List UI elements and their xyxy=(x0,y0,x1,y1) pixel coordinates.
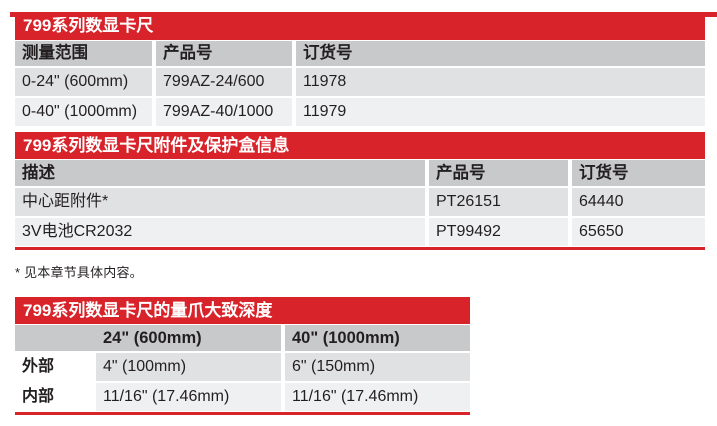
column-header: 40" (1000mm) xyxy=(285,325,470,351)
table-cell-order-no: 65650 xyxy=(572,218,705,246)
table-cell-depth: 6" (150mm) xyxy=(285,353,470,381)
table-cell-description: 3V电池CR2032 xyxy=(15,218,425,246)
page-top-rule xyxy=(10,12,717,17)
table-header-row: 24" (600mm) 40" (1000mm) xyxy=(15,325,470,351)
column-header-spacer xyxy=(15,325,96,351)
table-row: 0-40" (1000mm) 799AZ-40/1000 11979 xyxy=(15,98,705,126)
table-accessories: 799系列数显卡尺附件及保护盒信息 描述 产品号 订货号 中心距附件* PT26… xyxy=(15,132,705,250)
column-header: 产品号 xyxy=(156,41,292,66)
column-header: 描述 xyxy=(15,160,425,186)
column-header: 订货号 xyxy=(572,160,705,186)
column-header: 订货号 xyxy=(296,41,705,66)
table-cell-description: 中心距附件* xyxy=(15,188,425,216)
table-cell-product-no: PT26151 xyxy=(429,188,568,216)
table-row: 3V电池CR2032 PT99492 65650 xyxy=(15,218,705,246)
table-cell-range: 0-24" (600mm) xyxy=(15,68,152,96)
table-cell-depth: 11/16" (17.46mm) xyxy=(96,383,281,411)
table-cell-depth: 4" (100mm) xyxy=(96,353,281,381)
table-title: 799系列数显卡尺的量爪大致深度 xyxy=(15,297,470,324)
table-cell-product-no: 799AZ-24/600 xyxy=(156,68,292,96)
column-header: 测量范围 xyxy=(15,41,152,66)
table-title: 799系列数显卡尺附件及保护盒信息 xyxy=(15,132,705,159)
table-calipers: 799系列数显卡尺 测量范围 产品号 订货号 0-24" (600mm) 799… xyxy=(15,12,705,126)
row-label: 外部 xyxy=(15,353,93,381)
table-header-row: 描述 产品号 订货号 xyxy=(15,160,705,186)
table-row: 0-24" (600mm) 799AZ-24/600 11978 xyxy=(15,68,705,96)
table-jaw-depth: 799系列数显卡尺的量爪大致深度 24" (600mm) 40" (1000mm… xyxy=(15,297,470,415)
table-cell-order-no: 64440 xyxy=(572,188,705,216)
table-row: 外部 4" (100mm) 6" (150mm) xyxy=(15,353,470,381)
row-label: 内部 xyxy=(15,383,93,411)
table-cell-product-no: PT99492 xyxy=(429,218,568,246)
catalog-page: { "page": { "accent_red": "#d8232a", "he… xyxy=(0,12,717,426)
footnote: * 见本章节具体内容。 xyxy=(15,265,143,280)
table-row: 中心距附件* PT26151 64440 xyxy=(15,188,705,216)
table-cell-depth: 11/16" (17.46mm) xyxy=(285,383,470,411)
column-header: 产品号 xyxy=(429,160,568,186)
table-row: 内部 11/16" (17.46mm) 11/16" (17.46mm) xyxy=(15,383,470,411)
column-header: 24" (600mm) xyxy=(96,325,281,351)
table-header-row: 测量范围 产品号 订货号 xyxy=(15,41,705,66)
table-cell-range: 0-40" (1000mm) xyxy=(15,98,152,126)
table-bottom-rule xyxy=(15,247,705,250)
table-cell-product-no: 799AZ-40/1000 xyxy=(156,98,292,126)
table-cell-order-no: 11979 xyxy=(296,98,705,126)
table-cell-order-no: 11978 xyxy=(296,68,705,96)
